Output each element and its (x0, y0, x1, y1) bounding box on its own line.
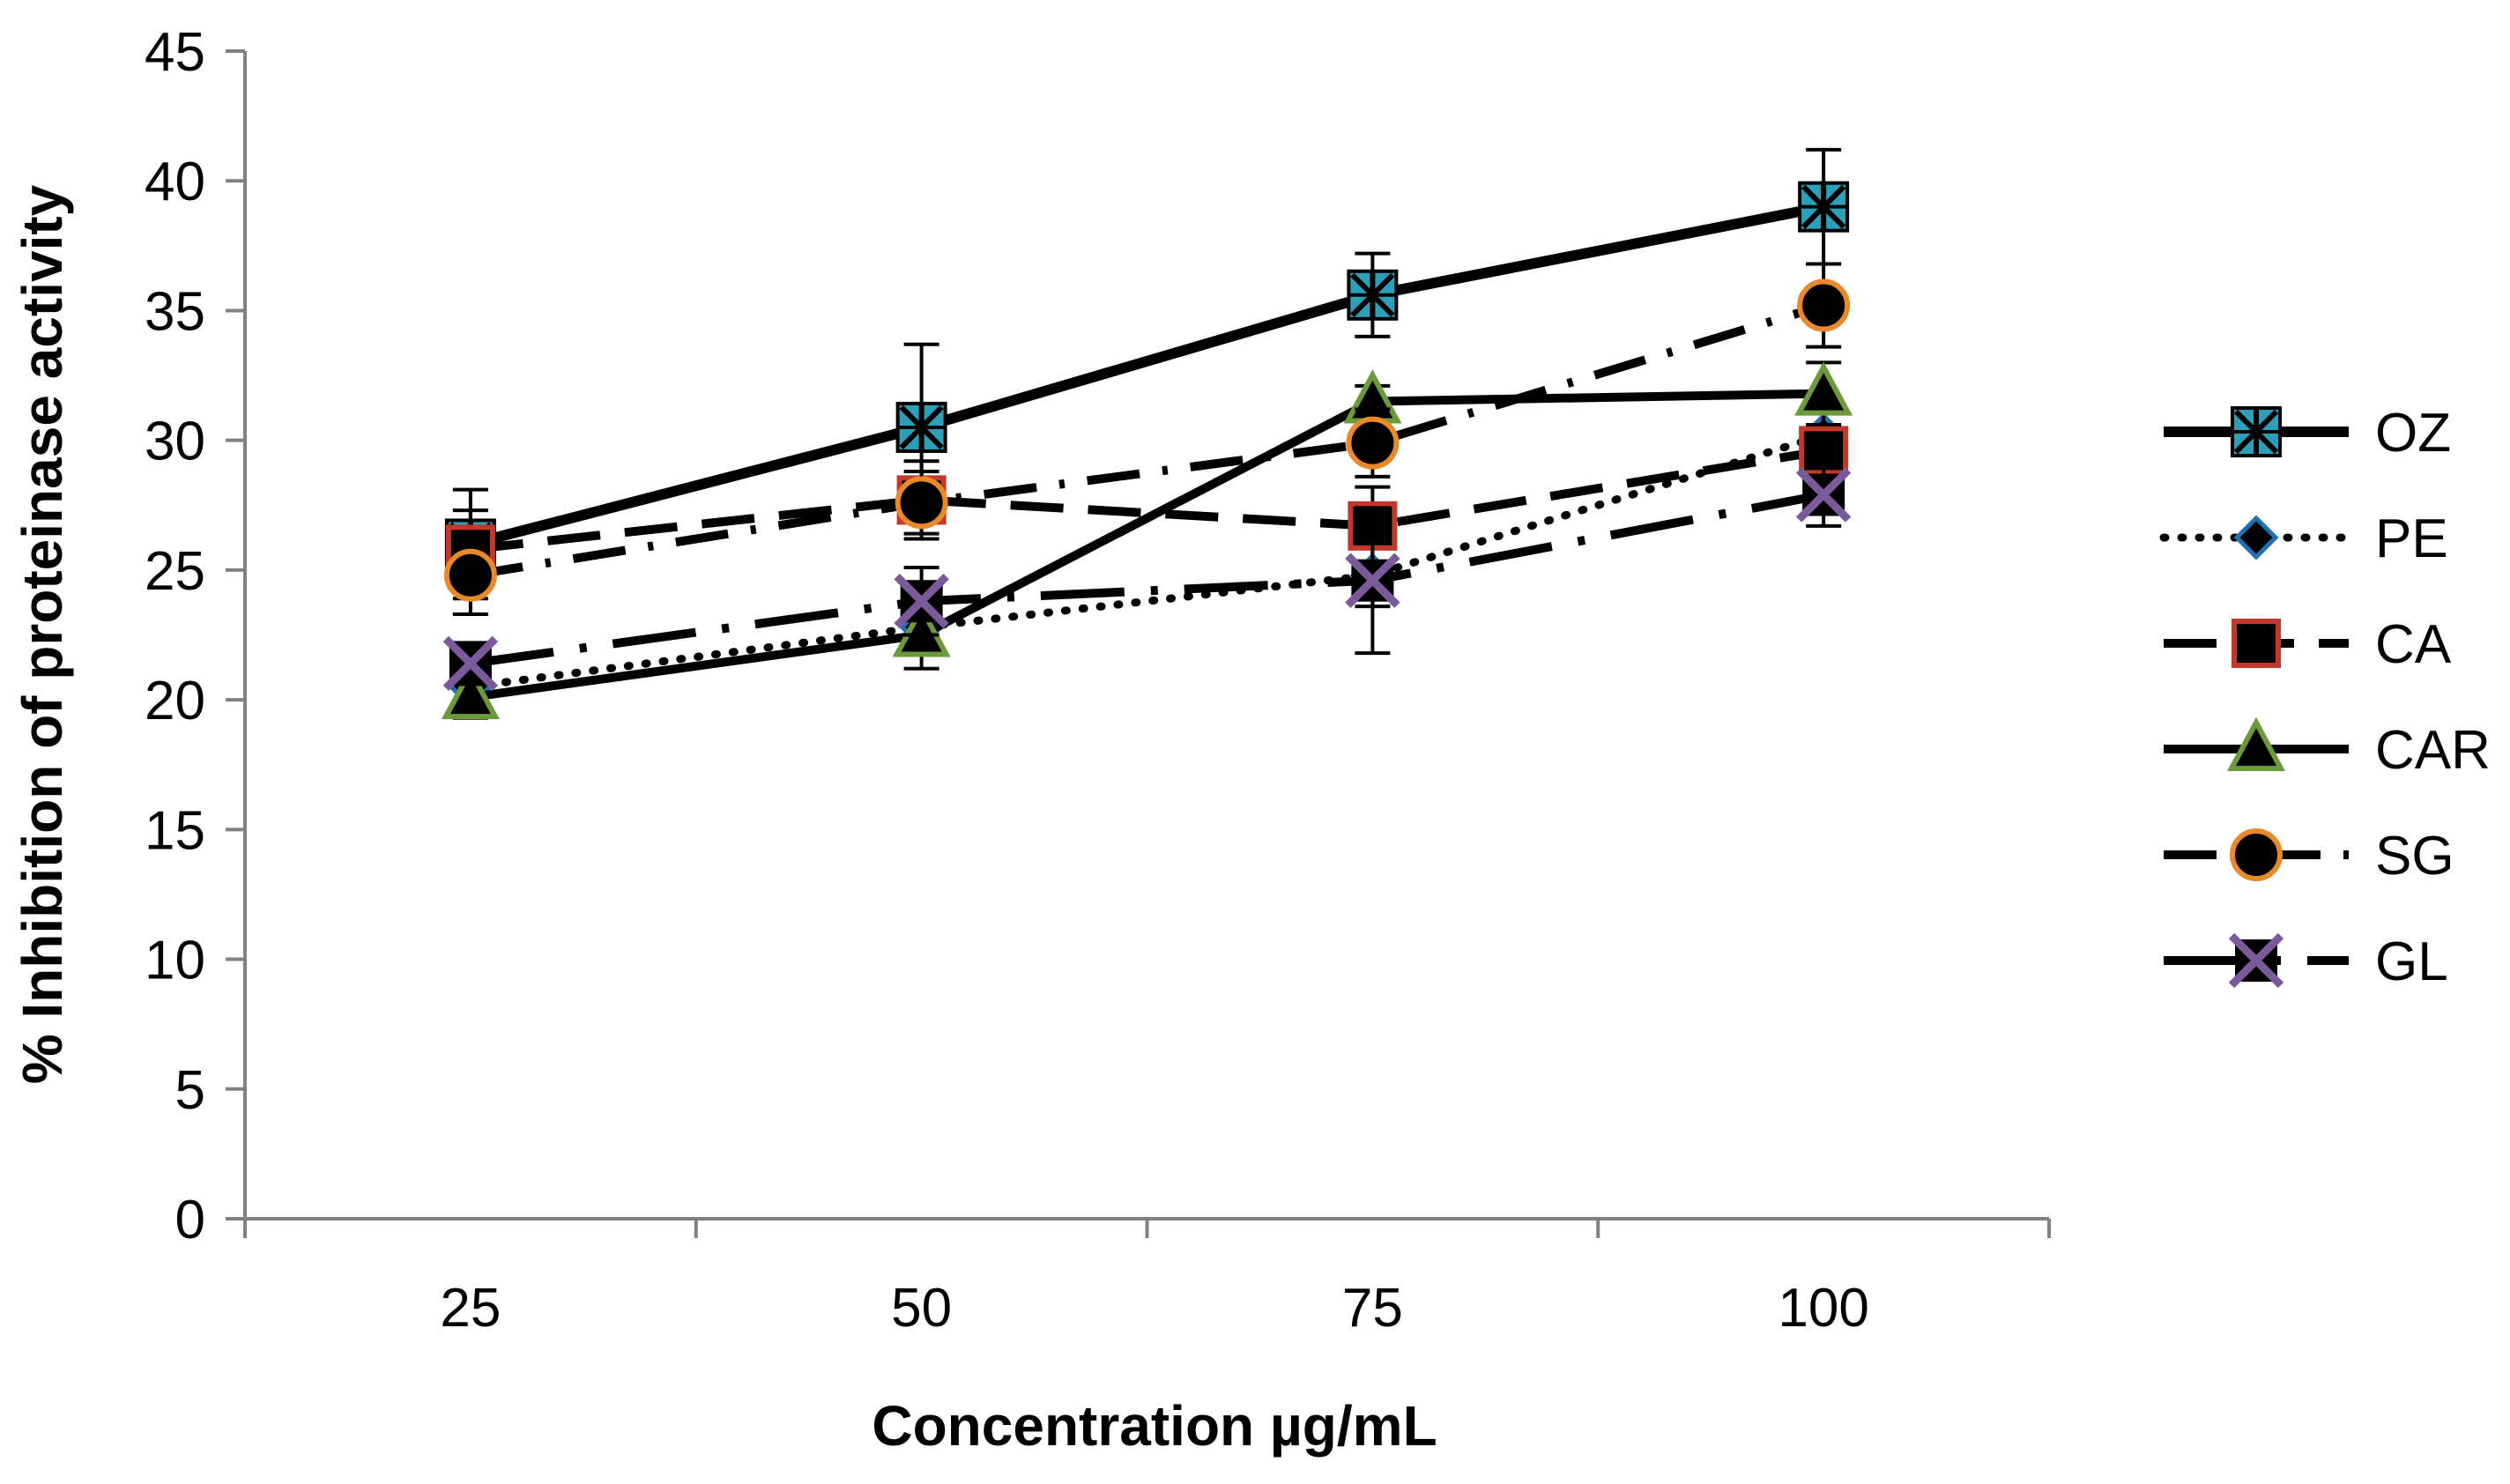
series-line (466, 431, 1828, 691)
legend-label: CA (2375, 614, 2452, 675)
y-tick-label: 35 (145, 281, 205, 342)
y-tick-label: 15 (145, 800, 205, 861)
series-line (470, 301, 1825, 580)
series-line (470, 389, 1824, 702)
data-point (1345, 553, 1400, 608)
y-tick-label: 5 (175, 1060, 205, 1121)
data-point (1798, 181, 1850, 233)
plot-area: 0 5 10 15 20 25 30 35 40 45 25 50 75 100 (145, 22, 2051, 1339)
y-tick-label: 25 (145, 541, 205, 602)
y-tick-label: 30 (145, 412, 205, 472)
legend-item-sg: SG (2164, 826, 2454, 887)
series-line (469, 201, 1825, 550)
series-pe (448, 394, 1846, 709)
legend-marker (2228, 932, 2284, 989)
series-car (441, 360, 1853, 720)
y-ticks: 0 5 10 15 20 25 30 35 40 45 (145, 22, 245, 1250)
y-axis-title: % Inhibition of proteinase activity (11, 184, 74, 1084)
data-point (441, 664, 500, 720)
data-point (1797, 278, 1851, 332)
y-tick-label: 0 (175, 1190, 205, 1250)
legend-label: OZ (2375, 403, 2451, 464)
x-axis-title: Concentration µg/mL (872, 1394, 1437, 1458)
data-point (1347, 269, 1399, 321)
legend-marker (2231, 406, 2282, 457)
x-ticks: 25 50 75 100 (243, 1219, 2051, 1339)
data-point (442, 635, 499, 692)
y-tick-label: 40 (145, 152, 205, 212)
y-tick-label: 10 (145, 931, 205, 991)
data-point (895, 476, 948, 530)
legend-item-pe: PE (2159, 508, 2448, 569)
legend-marker (2233, 515, 2279, 560)
legend-item-gl: GL (2164, 931, 2448, 992)
data-point (1346, 416, 1400, 470)
legend-label: CAR (2375, 720, 2491, 781)
x-tick-label: 100 (1778, 1278, 1868, 1339)
y-tick-label: 20 (145, 671, 205, 731)
legend-label: GL (2375, 931, 2448, 992)
legend-label: PE (2375, 508, 2448, 569)
legend-marker (2232, 619, 2281, 668)
x-tick-label: 75 (1342, 1278, 1403, 1339)
data-point (1795, 467, 1852, 523)
series-layer (441, 147, 1853, 720)
legend-marker (2230, 828, 2283, 881)
legend-item-oz: OZ (2164, 403, 2451, 464)
data-point (895, 401, 947, 453)
series-gl (442, 462, 1852, 692)
x-tick-label: 25 (440, 1278, 501, 1339)
y-tick-label: 45 (145, 22, 205, 83)
series-sg (443, 262, 1851, 616)
data-point (1794, 361, 1853, 416)
legend-item-car: CAR (2164, 716, 2491, 781)
x-tick-label: 50 (891, 1278, 952, 1339)
data-point (443, 548, 497, 602)
legend-marker (2226, 716, 2286, 771)
legend-item-ca: CA (2164, 614, 2452, 675)
data-point (894, 574, 949, 629)
legend-label: SG (2375, 826, 2454, 887)
legend: OZ PE CA CAR SG GL (2159, 403, 2491, 992)
series-line (470, 446, 1824, 554)
